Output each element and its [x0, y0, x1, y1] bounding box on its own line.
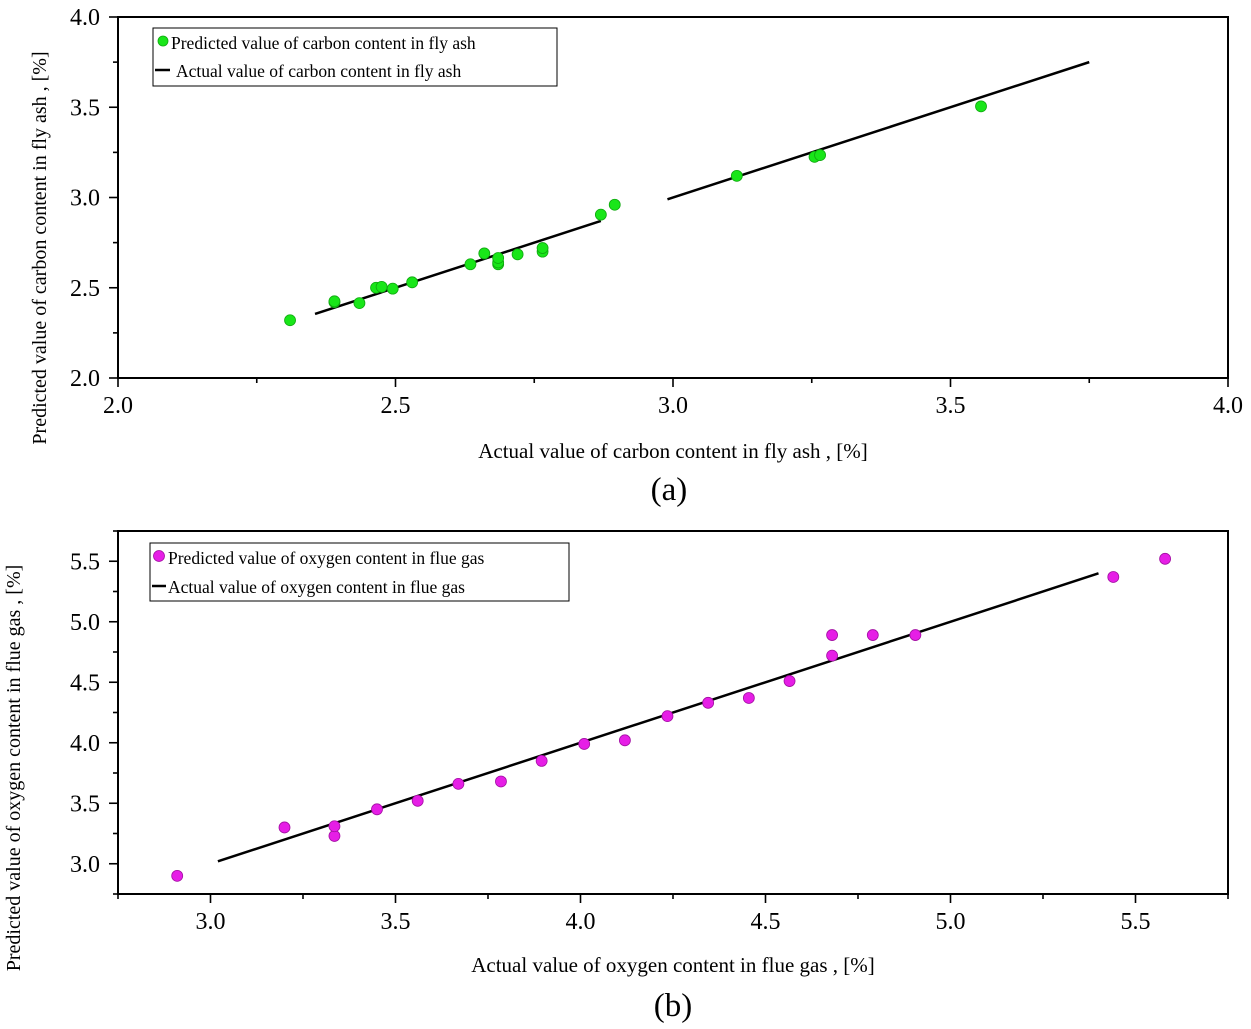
reference-line-a: [314, 60, 1090, 316]
y-tick-label: 4.5: [70, 670, 100, 696]
data-point: [814, 149, 826, 161]
legend-label-points-b: Predicted value of oxygen content in flu…: [168, 548, 485, 568]
data-point: [411, 794, 424, 807]
y-tick-label: 3.0: [70, 852, 100, 878]
data-point: [730, 169, 743, 182]
legend-label-points-a: Predicted value of carbon content in fly…: [171, 33, 476, 53]
x-tick-label: 4.5: [751, 909, 781, 935]
legend-box-a: [152, 27, 558, 87]
data-point: [171, 869, 184, 882]
data-point: [278, 821, 291, 834]
tick-labels-b: 3.0 3.5 4.0 4.5 5.0 5.5 3.0 3.5 4.0 4.5 5.0 5.5: [70, 549, 1151, 935]
data-point: [866, 629, 879, 641]
panel-label-a: (a): [651, 472, 688, 508]
x-axis-title-a: Actual value of carbon content in fly as…: [478, 439, 868, 463]
data-point: [353, 297, 366, 309]
y-tick-label: 4.0: [70, 731, 100, 757]
data-points-a: [284, 100, 987, 327]
data-point: [1107, 571, 1120, 583]
y-tick-label: 2.5: [70, 276, 100, 302]
y-tick-label: 3.0: [70, 186, 100, 212]
data-point: [608, 198, 621, 211]
x-tick-label: 5.0: [936, 909, 966, 935]
data-point: [511, 248, 524, 261]
x-tick-label: 3.5: [381, 909, 411, 935]
data-point: [661, 710, 674, 723]
x-tick-label: 2.0: [103, 393, 133, 419]
data-point: [328, 820, 341, 833]
data-point: [619, 734, 631, 747]
x-tick-label: 3.0: [658, 393, 688, 419]
y-tick-label: 5.0: [70, 610, 100, 636]
data-point: [464, 258, 477, 271]
chart-panel-a: 2.0 2.5 3.0 3.5 4.0 2.0 2.5 3.0 3.5 4.0 Predicted…: [29, 5, 1243, 508]
data-point: [386, 282, 399, 295]
data-point: [975, 100, 987, 113]
data-point: [826, 649, 838, 662]
y-tick-label: 3.5: [70, 95, 100, 121]
x-tick-label: 4.0: [1213, 393, 1243, 419]
data-point: [406, 276, 419, 289]
y-axis-title-a: Predicted value of carbon content in fly…: [29, 51, 51, 444]
y-tick-label: 3.5: [70, 791, 100, 817]
x-axis-title-b: Actual value of oxygen content in flue g…: [471, 953, 875, 977]
data-points-b: [171, 552, 1171, 882]
x-tick-label: 3.0: [196, 909, 226, 935]
panel-label-b: (b): [654, 988, 692, 1024]
data-point: [328, 295, 341, 308]
data-point: [702, 696, 715, 709]
legend-a: Predicted value of carbon content in fly…: [152, 27, 558, 87]
data-point: [375, 280, 388, 293]
y-axis-title-b: Predicted value of oxygen content in flu…: [3, 565, 25, 972]
y-tick-label: 4.0: [70, 5, 100, 31]
data-point: [783, 675, 796, 687]
x-tick-label: 4.0: [566, 909, 596, 935]
data-point: [536, 242, 549, 254]
data-point: [826, 629, 838, 641]
legend-label-line-b: Actual value of oxygen content in flue g…: [168, 577, 465, 597]
axis-ticks-a: [109, 16, 1229, 387]
data-point: [594, 208, 607, 221]
x-tick-label: 2.5: [381, 393, 411, 419]
x-tick-label: 5.5: [1121, 909, 1151, 935]
data-point: [535, 755, 548, 767]
data-point: [371, 803, 383, 816]
tick-labels-a: 2.0 2.5 3.0 3.5 4.0 2.0 2.5 3.0 3.5 4.0: [70, 5, 1243, 419]
data-point: [478, 247, 491, 260]
data-point: [1159, 552, 1171, 565]
legend-box-b: [149, 542, 570, 602]
legend-label-line-a: Actual value of carbon content in fly as…: [176, 61, 461, 81]
x-tick-label: 3.5: [936, 393, 966, 419]
data-point: [284, 314, 296, 327]
data-point: [578, 738, 591, 750]
legend-marker-points-b: [153, 550, 165, 562]
y-tick-label: 2.0: [70, 366, 100, 392]
axis-ticks-b: [109, 530, 1229, 903]
y-tick-label: 5.5: [70, 549, 100, 575]
data-point: [492, 252, 505, 264]
reference-line-segment: [667, 60, 1090, 201]
data-point: [909, 629, 922, 641]
legend-marker-points-a: [157, 35, 169, 47]
data-point: [452, 777, 465, 790]
reference-line-segment: [217, 572, 1099, 863]
reference-line-b: [217, 572, 1099, 863]
data-point: [742, 692, 755, 704]
data-point: [495, 775, 507, 788]
legend-b: Predicted value of oxygen content in flu…: [149, 542, 570, 602]
chart-panel-b: 3.0 3.5 4.0 4.5 5.0 5.5 3.0 3.5 4.0 4.5 5.0 5.5 Pre…: [3, 530, 1229, 1024]
